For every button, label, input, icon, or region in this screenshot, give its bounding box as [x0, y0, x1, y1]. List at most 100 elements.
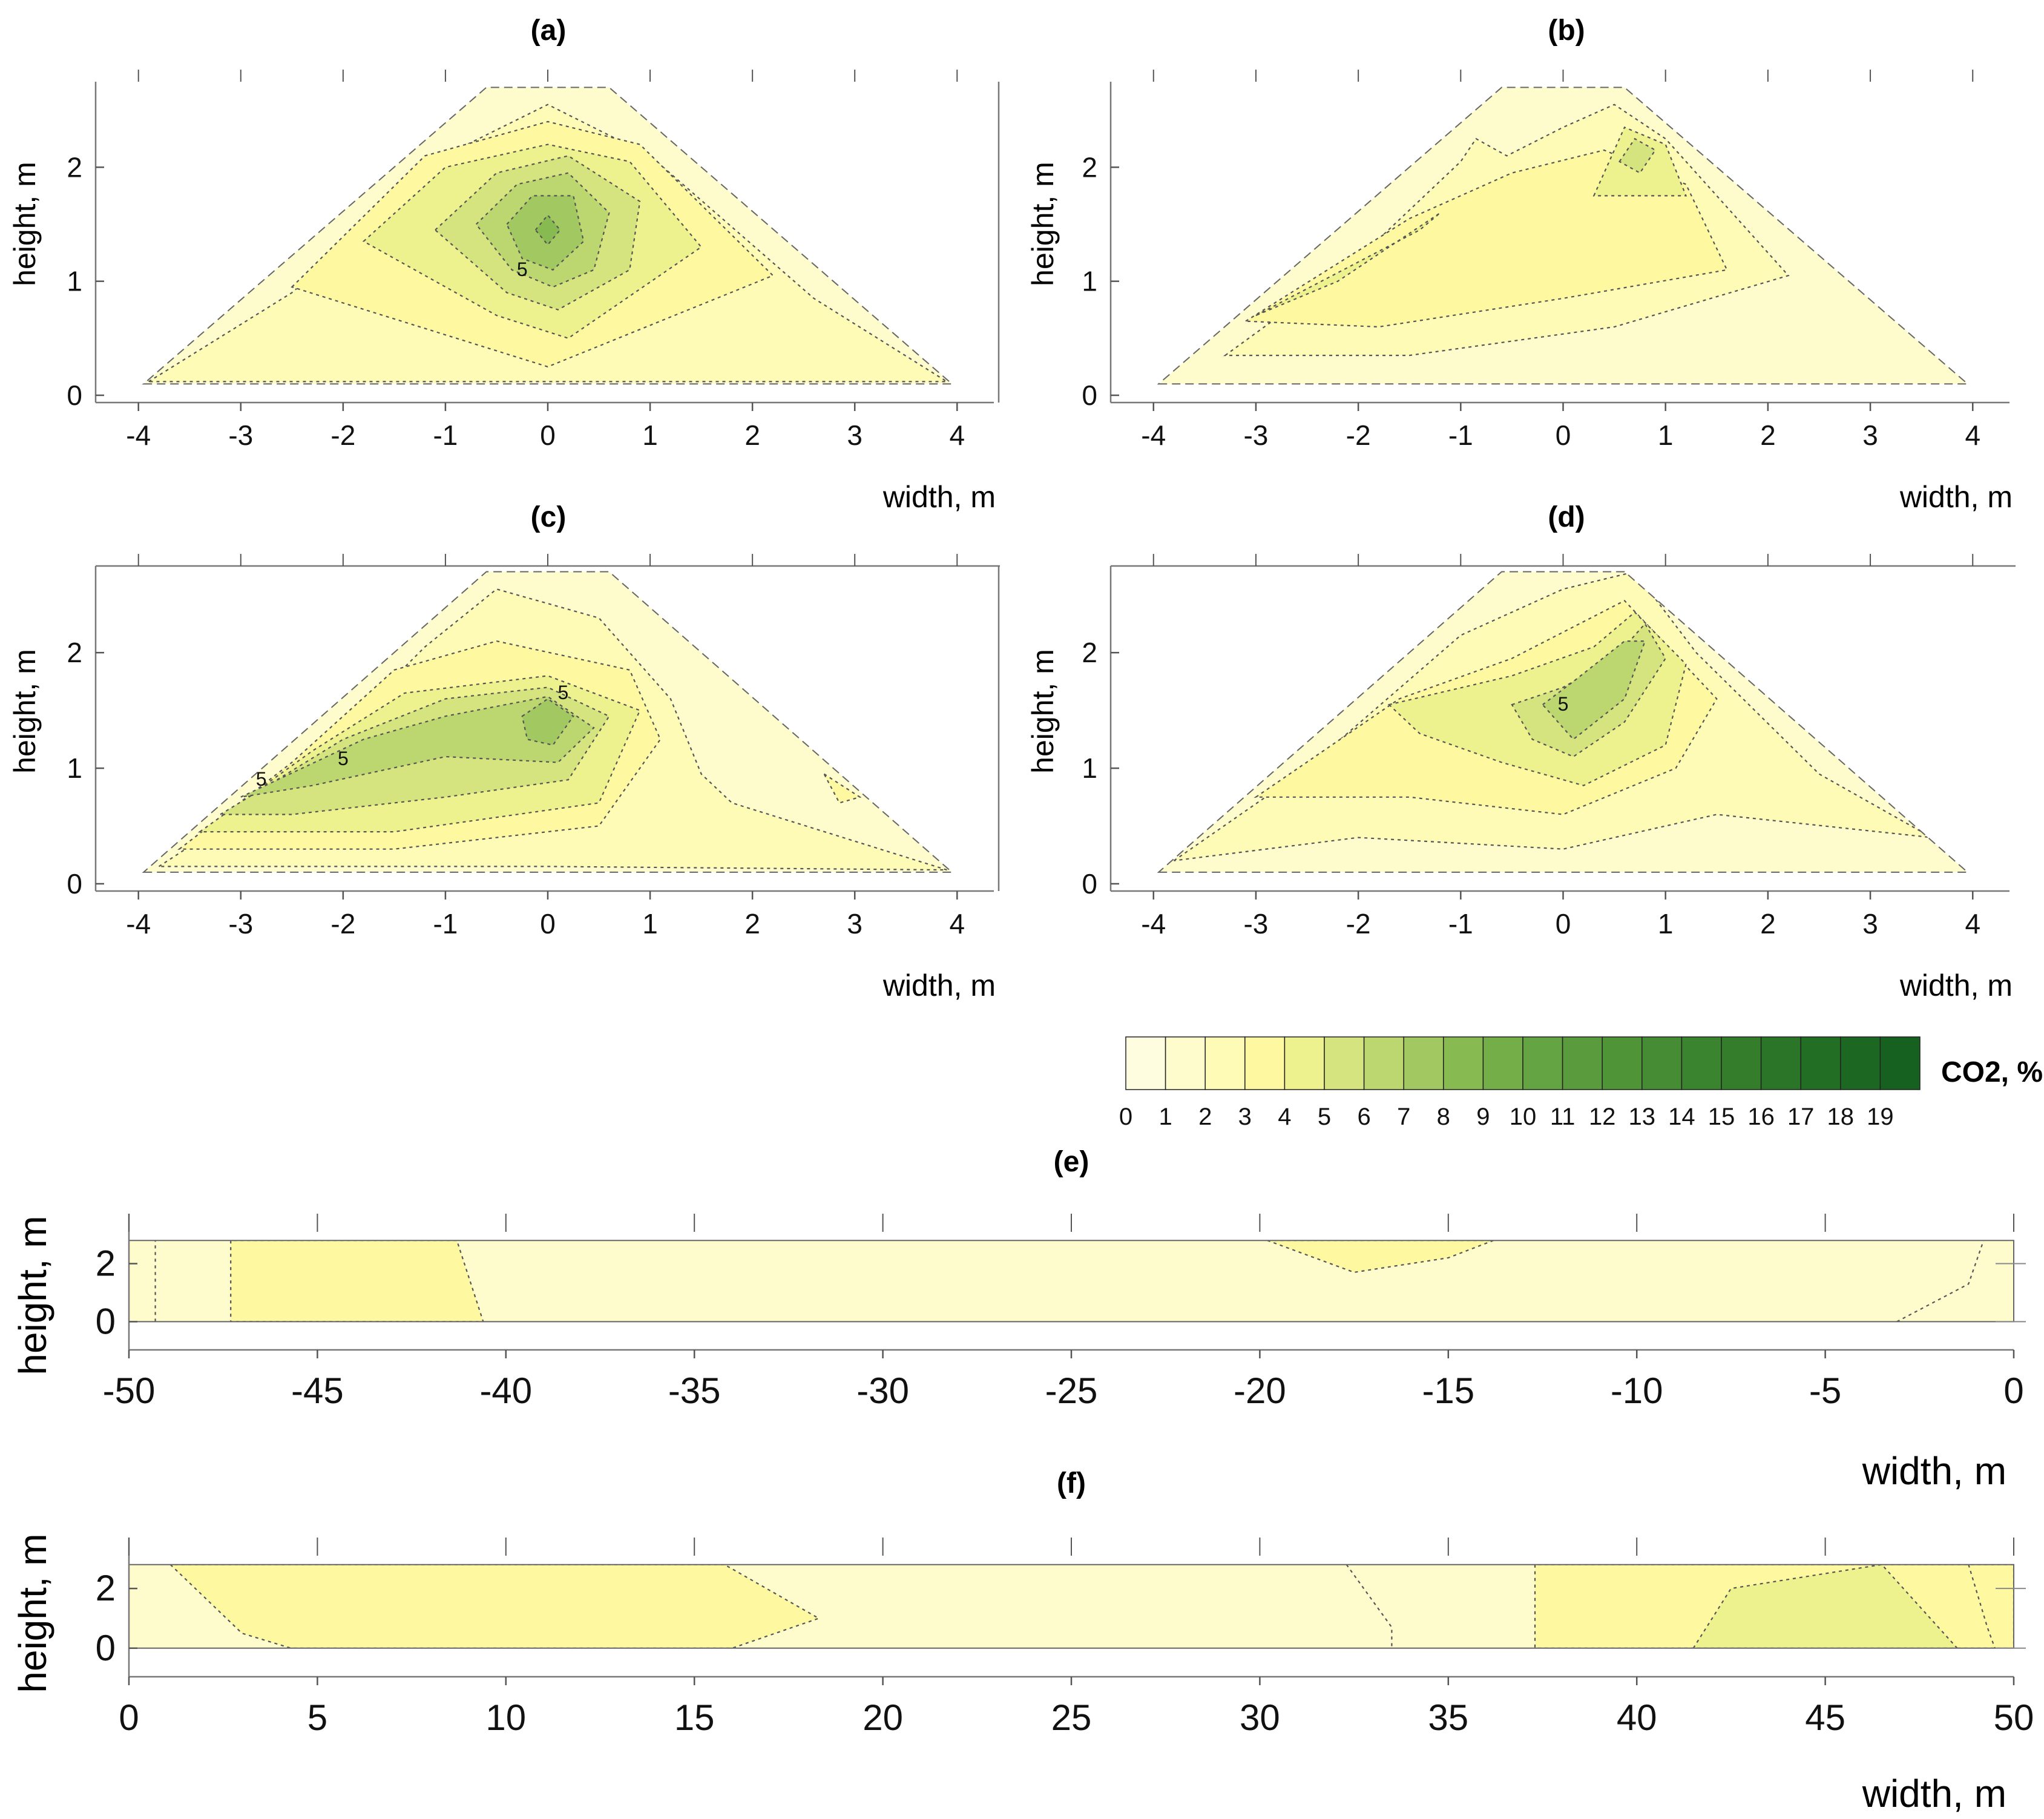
panel-d-xtick-label-3: -1 [1448, 908, 1473, 939]
panel-a-ylabel: height, m [8, 162, 42, 286]
panel-c-contour-5 [521, 698, 574, 746]
panel-c: 5 5 5 -4 -3 -2 -1 0 1 2 3 4 0 1 2 [67, 554, 1000, 939]
panel-c-xtick-label-6: 2 [744, 908, 760, 939]
panel-e-xtick-label-3: -35 [668, 1370, 721, 1411]
panel-f-xtick-label-0: 0 [119, 1697, 139, 1738]
colorbar-swatch-2 [1204, 1036, 1246, 1090]
panel-e-xlabel: width, m [1862, 1449, 2006, 1493]
panel-f-xtick-label-7: 35 [1428, 1697, 1468, 1738]
panel-c-xtick-label-0: -4 [126, 908, 151, 939]
panel-c-xtick-label-7: 3 [847, 908, 863, 939]
panel-d-ylabel: height, m [1026, 649, 1060, 774]
panel-c-axes: -4 -3 -2 -1 0 1 2 3 4 0 1 2 [67, 554, 1000, 939]
colorbar-swatch-1 [1165, 1036, 1206, 1090]
colorbar-swatch-18 [1840, 1036, 1881, 1090]
panel-c-ylabel: height, m [8, 649, 42, 774]
panel-c-xtick-label-3: -1 [433, 908, 458, 939]
panel-e-ylabel: height, m [11, 1215, 54, 1375]
colorbar-tick-18: 18 [1827, 1104, 1855, 1130]
panel-c-contour-6 [822, 772, 862, 804]
colorbar-tick-19: 19 [1867, 1104, 1894, 1130]
colorbar-tick-0: 0 [1119, 1104, 1132, 1130]
panel-b-contour-4 [1618, 137, 1657, 174]
panel-a-xtick-label-0: -4 [126, 419, 151, 451]
colorbar-swatch-9 [1482, 1036, 1523, 1090]
panel-c-xtick-label-8: 4 [949, 908, 965, 939]
colorbar-tick-16: 16 [1747, 1104, 1775, 1130]
panel-f-xtick-label-5: 25 [1051, 1697, 1092, 1738]
colorbar-tick-17: 17 [1787, 1104, 1815, 1130]
colorbar-tick-6: 6 [1357, 1104, 1370, 1130]
panel-a-xtick-label-6: 2 [744, 419, 760, 451]
panel-a-ytick-label-1: 1 [67, 266, 82, 297]
panel-b-xlabel: width, m [1899, 480, 2013, 514]
panel-d-xtick-label-2: -2 [1346, 908, 1371, 939]
panel-a-contour-label-0: 5 [517, 258, 528, 280]
panel-e-title: (e) [1054, 1146, 1089, 1178]
panel-e-xtick-label-7: -15 [1422, 1370, 1474, 1411]
panel-d-contour-label-0: 5 [1558, 693, 1569, 715]
panel-c-ytick-label-0: 0 [67, 868, 82, 900]
panel-f-ytick-label-1: 2 [96, 1568, 116, 1608]
panel-f-xtick-label-8: 40 [1617, 1697, 1657, 1738]
panel-a-xlabel: width, m [882, 480, 996, 514]
panel-f-xtick-label-9: 45 [1805, 1697, 1845, 1738]
panel-b-axes: -4 -3 -2 -1 0 1 2 3 4 0 1 2 [1082, 70, 2009, 451]
panel-a-xtick-label-4: 0 [540, 419, 556, 451]
panel-d-ytick-label-1: 1 [1082, 752, 1097, 784]
panel-d-xtick-label-8: 4 [1965, 908, 1980, 939]
panel-c-contour-4 [240, 696, 595, 798]
panel-f-isoline-1 [1968, 1564, 1996, 1648]
panel-e-xtick-label-5: -25 [1045, 1370, 1098, 1411]
panel-f-axes: 0 5 10 15 20 25 30 35 40 45 50 0 2 [96, 1538, 2034, 1738]
panel-d-xtick-label-7: 3 [1862, 908, 1878, 939]
panel-f-xlabel: width, m [1862, 1772, 2006, 1815]
panel-a-peak [541, 223, 554, 237]
panel-c-contour-label-2: 5 [256, 768, 267, 790]
panel-a-axes: -4 -3 -2 -1 0 1 2 3 4 0 1 2 [67, 70, 1000, 451]
colorbar-tick-4: 4 [1278, 1104, 1291, 1130]
panel-a: 5 -4 -3 -2 -1 0 1 2 3 4 0 1 2 [67, 70, 1000, 451]
panel-e-xtick-label-2: -40 [479, 1370, 532, 1411]
panel-b-xtick-label-4: 0 [1556, 419, 1571, 451]
colorbar-tick-8: 8 [1437, 1104, 1450, 1130]
panel-e-xtick-label-9: -5 [1809, 1370, 1841, 1411]
panel-d-xtick-label-1: -3 [1243, 908, 1268, 939]
colorbar-tick-11: 11 [1550, 1104, 1576, 1130]
panel-e-xtick-label-10: 0 [2003, 1370, 2023, 1411]
colorbar-swatch-0 [1125, 1036, 1166, 1090]
panel-b-xtick-label-2: -2 [1346, 419, 1371, 451]
panel-d-contour-4 [1542, 640, 1646, 740]
panel-e-contour-1 [1267, 1240, 1494, 1274]
colorbar-tick-10: 10 [1510, 1104, 1537, 1130]
colorbar-tick-1: 1 [1158, 1104, 1172, 1130]
panel-f-xtick-label-2: 10 [485, 1697, 526, 1738]
colorbar-swatch-16 [1760, 1036, 1801, 1090]
panel-e: -50 -45 -40 -35 -30 -25 -20 -15 -10 -5 002 [96, 1214, 2026, 1411]
panel-b-xtick-label-3: -1 [1448, 419, 1473, 451]
colorbar-tick-15: 15 [1708, 1104, 1735, 1130]
colorbar-tick-7: 7 [1397, 1104, 1410, 1130]
panel-a-xtick-label-5: 1 [642, 419, 658, 451]
panel-f-xtick-label-3: 15 [674, 1697, 715, 1738]
panel-e-xtick-label-4: -30 [856, 1370, 909, 1411]
panel-c-xlabel: width, m [882, 969, 996, 1002]
colorbar-tick-12: 12 [1589, 1104, 1616, 1130]
panel-b-xtick-label-7: 3 [1862, 419, 1878, 451]
colorbar-swatch-4 [1284, 1036, 1325, 1090]
panel-e-contour-0 [230, 1240, 484, 1322]
panel-d-xtick-label-6: 2 [1760, 908, 1776, 939]
panel-d-ytick-label-0: 0 [1082, 868, 1097, 900]
panel-b-xtick-label-5: 1 [1658, 419, 1674, 451]
panel-d-title: (d) [1548, 501, 1585, 533]
colorbar-tick-2: 2 [1198, 1104, 1212, 1130]
panel-f-contour-2 [1692, 1564, 1959, 1648]
panel-f-xtick-label-4: 20 [863, 1697, 903, 1738]
panel-d-axes: -4 -3 -2 -1 0 1 2 3 4 0 1 2 [1082, 554, 2016, 939]
colorbar-swatch-10 [1522, 1036, 1563, 1090]
colorbar-swatch-13 [1641, 1036, 1683, 1090]
panel-b-title: (b) [1548, 15, 1585, 47]
panel-a-ytick-label-0: 0 [67, 380, 82, 411]
